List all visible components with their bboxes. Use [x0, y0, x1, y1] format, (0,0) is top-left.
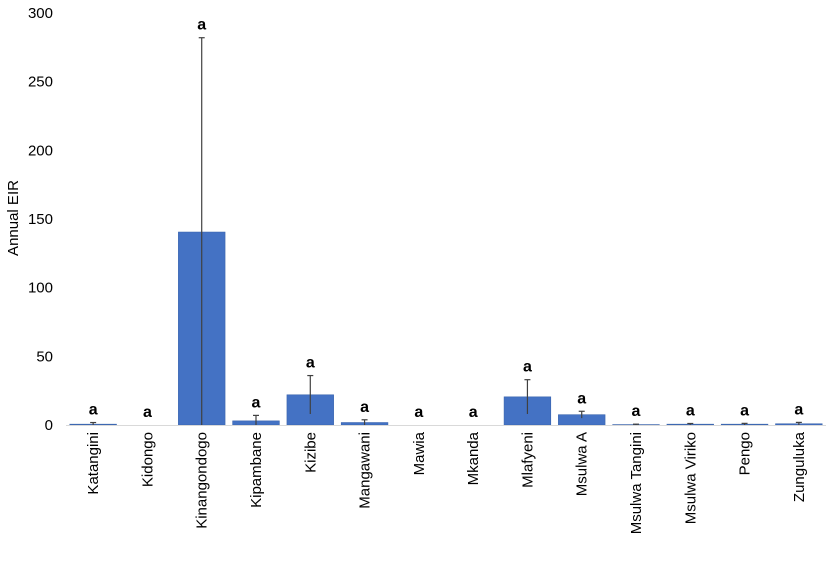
significance-label: a	[686, 402, 695, 419]
significance-label: a	[577, 390, 586, 407]
x-tick-labels: Katangini Kidongo Kinangondogo Kipambane Kiz…	[85, 431, 808, 534]
y-tick-label: 150	[28, 211, 53, 228]
significance-label: a	[632, 403, 641, 420]
y-tick-label: 100	[28, 280, 53, 297]
x-tick-label: Mlafyeni	[519, 432, 536, 488]
significance-label: a	[794, 401, 803, 418]
x-tick-label: Zunguluka	[791, 431, 808, 502]
bars	[69, 231, 823, 426]
significance-label: a	[414, 404, 423, 421]
y-tick-labels: 0 50 100 150 200 250 300	[28, 5, 53, 434]
x-tick-label: Mkanda	[465, 431, 482, 485]
significance-label: a	[197, 17, 206, 34]
significance-label: a	[306, 355, 315, 372]
x-tick-label: Kinangondogo	[194, 432, 211, 529]
significance-labels: a a a a a a a a a a a a a a	[89, 17, 804, 421]
significance-label: a	[469, 404, 478, 421]
x-tick-label: Kidongo	[139, 432, 156, 487]
significance-label: a	[360, 399, 369, 416]
x-tick-label: Pengo	[737, 432, 754, 475]
y-tick-label: 300	[28, 5, 53, 22]
significance-label: a	[740, 402, 749, 419]
y-tick-label: 0	[45, 417, 53, 434]
significance-label: a	[143, 404, 152, 421]
x-tick-label: Katangini	[85, 432, 102, 495]
x-tick-label: Mangawani	[357, 432, 374, 509]
x-tick-label: Msulwa Viriko	[682, 432, 699, 524]
error-bars	[90, 37, 802, 425]
y-tick-label: 200	[28, 142, 53, 159]
significance-label: a	[89, 402, 98, 419]
x-tick-label: Mawia	[411, 431, 428, 475]
significance-label: a	[252, 394, 261, 411]
significance-label: a	[523, 359, 532, 376]
x-tick-label: Kizibe	[302, 432, 319, 473]
y-tick-label: 250	[28, 74, 53, 91]
x-tick-label: Msulwa A	[574, 432, 591, 496]
x-tick-label: Kipambane	[248, 432, 265, 508]
x-tick-label: Msulwa Tangini	[628, 432, 645, 534]
y-tick-label: 50	[36, 348, 53, 365]
y-axis-title: Annual EIR	[5, 180, 22, 256]
